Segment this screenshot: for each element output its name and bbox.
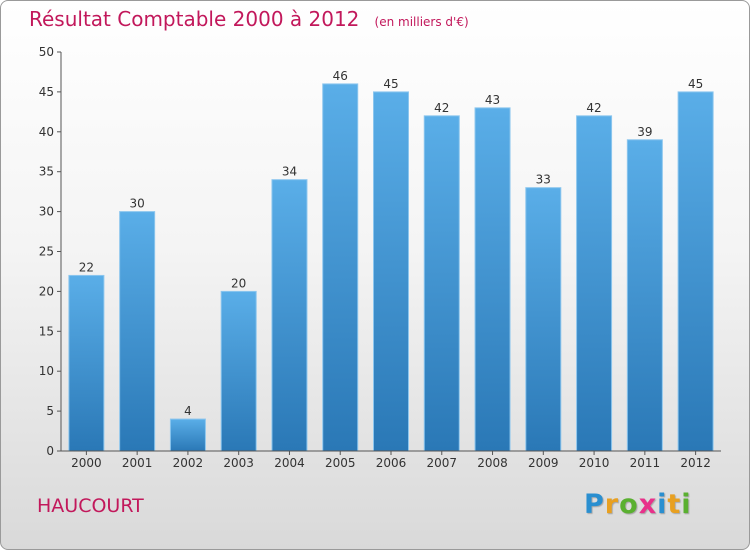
y-tick-label: 30 [39,205,54,219]
y-tick-label: 40 [39,125,54,139]
bar-2007 [423,115,460,452]
y-tick-label: 35 [39,165,54,179]
x-tick-label-2002: 2002 [173,456,204,470]
bar-2002 [169,418,206,452]
chart-title: Résultat Comptable 2000 à 2012 [29,7,360,31]
bar-2006 [373,91,409,452]
y-tick-label: 5 [46,404,54,418]
bar-2012 [677,91,714,452]
value-label-2010: 42 [586,101,601,115]
x-tick-label-2007: 2007 [426,456,457,470]
logo-letter: t [667,489,682,520]
bar-2003 [220,290,257,452]
logo-letter: i [681,489,692,520]
logo-letter: o [619,489,639,520]
y-tick-label: 25 [39,245,54,259]
value-label-2003: 20 [231,276,246,290]
logo-letter: r [604,489,620,520]
bar-2004 [271,179,308,452]
value-label-2007: 42 [434,101,449,115]
value-label-2005: 46 [333,69,348,83]
x-tick-label-2001: 2001 [122,456,153,470]
logo-letter: i [657,489,668,520]
bars-layer [68,83,714,452]
value-label-2006: 45 [383,77,398,91]
chart-subtitle: (en milliers d'€) [374,15,469,29]
x-tick-label-2008: 2008 [477,456,508,470]
value-label-2000: 22 [79,260,94,274]
x-tick-label-2011: 2011 [630,456,661,470]
x-tick-label-2005: 2005 [325,456,356,470]
axis-layer [57,51,721,455]
bar-2009 [525,187,562,452]
value-label-2012: 45 [688,77,703,91]
value-label-2008: 43 [485,93,500,107]
x-tick-label-2009: 2009 [528,456,559,470]
logo-letter: x [638,489,658,520]
value-label-2011: 39 [637,125,652,139]
y-tick-label: 15 [39,324,54,338]
x-tick-label-2004: 2004 [274,456,305,470]
value-label-2009: 33 [536,173,551,187]
x-tick-label-2012: 2012 [680,456,711,470]
x-tick-label-2006: 2006 [376,456,407,470]
y-tick-label: 45 [39,85,54,99]
proxiti-logo[interactable]: Proxiti [584,489,692,520]
bar-2000 [68,274,105,452]
bar-2010 [576,115,613,452]
bar-2005 [322,83,359,452]
title-block: Résultat Comptable 2000 à 2012 (en milli… [29,7,469,31]
value-label-2002: 4 [184,404,192,418]
bar-2011 [626,139,663,452]
x-tick-label-2003: 2003 [223,456,254,470]
bar-2001 [119,211,156,452]
y-tick-label: 20 [39,284,54,298]
x-tick-label-2010: 2010 [579,456,610,470]
bar-2008 [474,107,511,452]
y-tick-label: 50 [39,45,54,59]
y-tick-label: 10 [39,364,54,378]
value-label-2004: 34 [282,165,297,179]
x-tick-label-2000: 2000 [71,456,102,470]
labels-layer: 0 5 10 15 20 25 30 35 40 45 50 22 2000 30 2001 4 2002 20 2… [39,45,711,470]
y-tick-label: 0 [46,444,54,458]
commune-name: HAUCOURT [37,495,144,517]
logo-letter: P [584,489,605,520]
value-label-2001: 30 [130,197,145,211]
